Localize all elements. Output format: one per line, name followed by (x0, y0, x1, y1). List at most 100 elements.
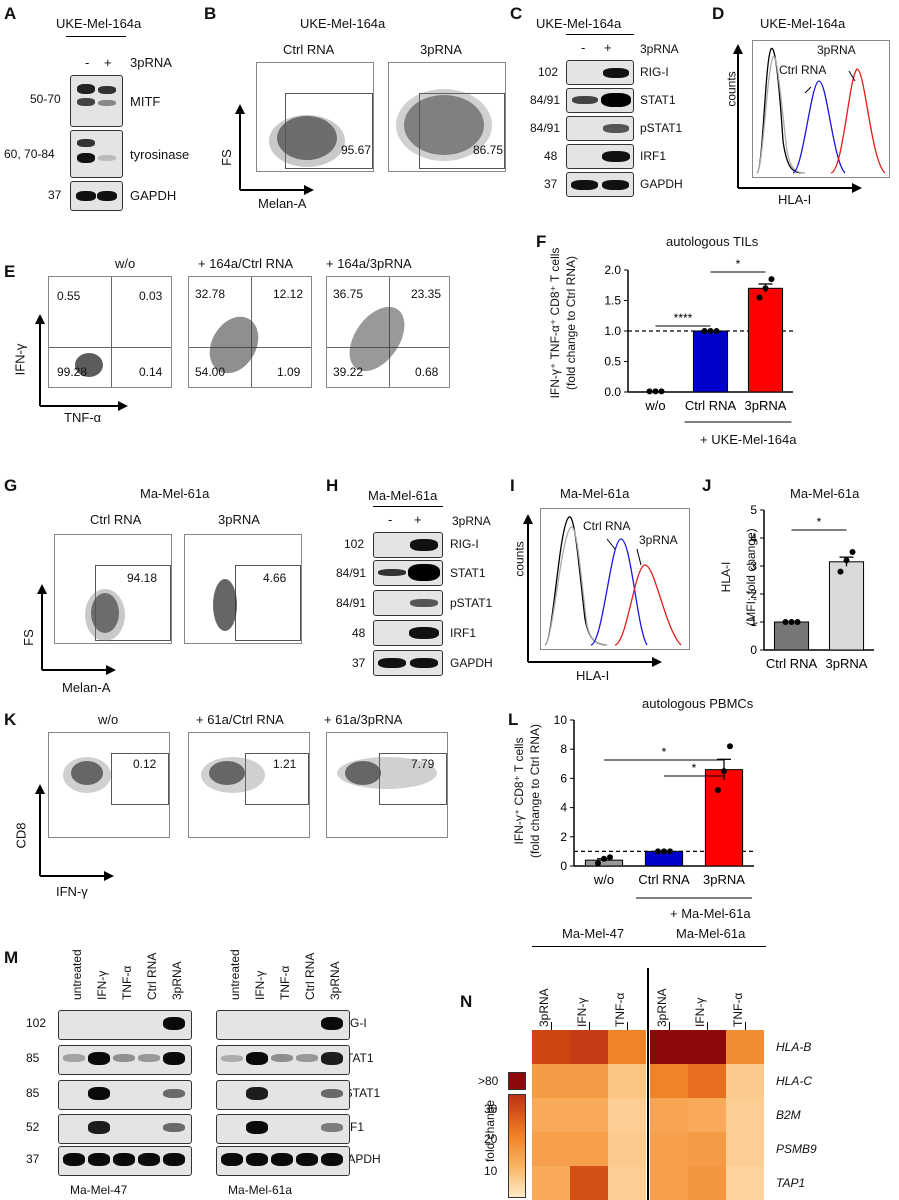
heatmap-cell (688, 1030, 726, 1064)
protein-label: tyrosinase (130, 147, 190, 162)
mw-label: 102 (344, 537, 365, 551)
data-point (713, 328, 720, 334)
legend-tick-label: 20 (484, 1132, 498, 1146)
lane-label: Ctrl RNA (145, 952, 159, 1000)
data-point (601, 855, 607, 862)
quadrant-value: 99.28 (57, 365, 88, 379)
cell-line-label: UKE-Mel-164a (536, 16, 622, 31)
quadrant-value: 23.35 (411, 287, 442, 301)
cell-line-label: UKE-Mel-164a (760, 16, 846, 31)
legend-ctrl: Ctrl RNA (779, 63, 827, 77)
plus-label: + (414, 512, 422, 527)
heatmap-cell (650, 1132, 688, 1166)
protein-label: GAPDH (130, 188, 177, 203)
lane-label: Ctrl RNA (303, 952, 317, 1000)
heatmap-cell (532, 1166, 570, 1200)
cell-line-label: Ma-Mel-61a (368, 488, 438, 503)
heatmap-cell (726, 1098, 764, 1132)
histogram-plot: Ctrl RNA 3pRNA (540, 508, 690, 650)
flow-plot: 94.18 (54, 534, 172, 644)
legend-swatch (508, 1072, 526, 1090)
heatmap-cell (726, 1166, 764, 1200)
quadrant-value: 1.09 (277, 365, 301, 379)
legend-tick-label: 10 (484, 1164, 498, 1178)
axis-label: TNF-α (64, 410, 102, 425)
condition-label: w/o (98, 712, 119, 727)
blot-band (296, 1153, 318, 1166)
panel-label-n: N (460, 992, 473, 1011)
data-point (843, 557, 850, 564)
mw-label: 85 (26, 1051, 40, 1065)
bar (828, 561, 865, 651)
lane-label: untreated (70, 949, 84, 1000)
blot-gapdh (373, 650, 443, 676)
bar-chart-f: 0.00.51.01.52.0w/o Ctrl RNA 3pRNA***** (604, 257, 793, 423)
heatmap-cell (650, 1166, 688, 1200)
data-point (782, 619, 789, 625)
protein-label: RIG-I (450, 537, 479, 551)
heatmap-cell (532, 1098, 570, 1132)
flow-plot: 4.66 (184, 534, 302, 644)
panel-label-f: F (536, 232, 547, 251)
mw-label: 37 (544, 177, 558, 191)
heatmap-cell (650, 1030, 688, 1064)
gene-label: B2M (776, 1108, 801, 1122)
mw-label: 84/91 (336, 566, 367, 580)
flow-quadrant-plot: 32.78 12.12 54.00 1.09 (188, 276, 312, 388)
quadrant-value: 54.00 (195, 365, 226, 379)
bar (704, 769, 744, 867)
panel-label-i: I (510, 476, 515, 495)
panel-label-l: L (508, 710, 519, 729)
condition-label: w/o (115, 256, 136, 271)
axis-label: HLA-I (576, 668, 610, 683)
significance-mark: **** (674, 311, 693, 325)
data-point (756, 294, 763, 301)
treatment-label: 3pRNA (130, 55, 172, 70)
heatmap-cell (688, 1098, 726, 1132)
mw-label: 60, 70-84 (4, 147, 55, 161)
blot-strip (216, 1080, 350, 1110)
axis-label: counts (724, 71, 739, 107)
legend-tick-label: >80 (478, 1074, 499, 1088)
panel-label-a: A (4, 4, 17, 23)
column-label: 3pRNA (537, 988, 551, 1027)
y-axis-label: HLA-I (719, 561, 733, 593)
mw-label: 84/91 (530, 93, 561, 107)
blot-band (63, 1054, 85, 1062)
flow-plot: 86.75 (388, 62, 506, 172)
category-label: w/o (593, 872, 614, 887)
lane-label: untreated (228, 949, 242, 1000)
protein-label: STAT1 (450, 566, 486, 580)
panel-label-c: C (510, 4, 523, 23)
panel-label-g: G (4, 476, 18, 495)
heatmap-cell (688, 1132, 726, 1166)
blot-gapdh (566, 172, 634, 197)
blot-mitf (70, 75, 123, 127)
y-tick-label: 4 (750, 531, 757, 545)
gene-label: HLA-C (776, 1074, 813, 1088)
protein-label: GAPDH (450, 656, 493, 670)
axis-label: FS (20, 629, 36, 646)
protein-label: GAPDH (640, 177, 683, 191)
blot-band (163, 1052, 185, 1065)
heatmap-cell (570, 1030, 608, 1064)
quadrant-value: 36.75 (333, 287, 364, 301)
legend-3prna: 3pRNA (817, 43, 856, 57)
gate-percentage: 0.12 (133, 757, 157, 771)
blot-strip (58, 1114, 192, 1144)
panel-label-d: D (712, 4, 725, 23)
heatmap-cell (608, 1030, 646, 1064)
heatmap-cell (532, 1064, 570, 1098)
blot-stat1 (373, 560, 443, 586)
quadrant-value: 32.78 (195, 287, 226, 301)
category-label: 3pRNA (826, 656, 868, 671)
column-label: 3pRNA (655, 988, 669, 1027)
protein-label: STAT1 (640, 93, 676, 107)
data-point (658, 388, 665, 395)
blot-band (163, 1088, 185, 1098)
cell-line-label: Ma-Mel-61a (140, 486, 210, 501)
y-tick-label: 0 (750, 643, 757, 657)
blot-pstat1 (566, 116, 634, 141)
chart-title: autologous TILs (666, 234, 759, 249)
category-label: Ctrl RNA (638, 872, 690, 887)
